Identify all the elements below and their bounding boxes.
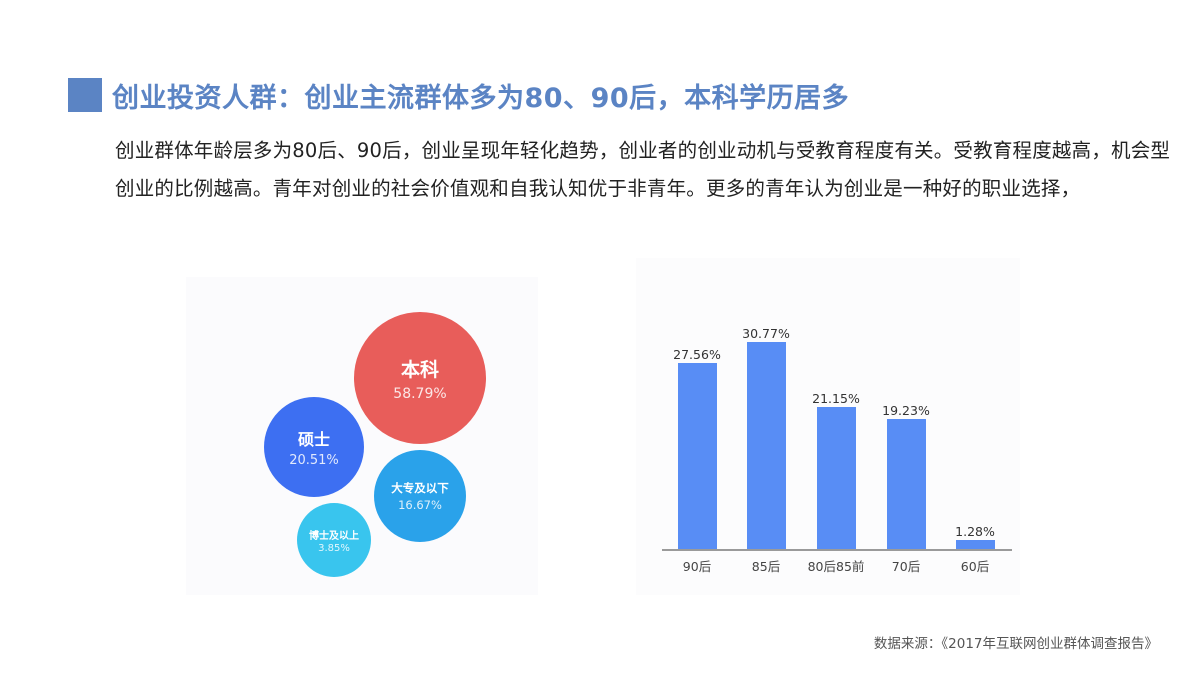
bar-value-label: 1.28% (955, 524, 995, 539)
bar (677, 363, 717, 549)
bar-value-label: 21.15% (812, 391, 860, 406)
bubble-value: 20.51% (289, 453, 339, 468)
bar-value-label: 30.77% (742, 326, 790, 341)
bar-value-label: 19.23% (882, 403, 930, 418)
bubble-label: 大专及以下 (391, 481, 449, 495)
bar (816, 407, 856, 549)
x-axis-tick-label: 85后 (751, 559, 781, 574)
bar-value-label: 27.56% (673, 347, 721, 362)
x-axis-tick-label: 80后85前 (807, 559, 865, 574)
bubble-label: 博士及以上 (309, 530, 359, 542)
title-square-icon (68, 78, 102, 112)
intro-paragraph: 创业群体年龄层多为80后、90后，创业呈现年轻化趋势，创业者的创业动机与受教育程… (115, 139, 1171, 200)
education-bubble-chart: 本科 58.79% 硕士 20.51% 大专及以下 16.67% 博士及以上 3… (186, 277, 538, 595)
x-axis-tick-label: 70后 (891, 559, 921, 574)
data-source: 数据来源：《2017年互联网创业群体调查报告》 (873, 636, 1158, 652)
bubble-label: 硕士 (297, 430, 330, 449)
x-axis-line (662, 549, 1012, 551)
page-header: 创业投资人群：创业主流群体多为80、90后，本科学历居多 (68, 78, 850, 114)
bar (886, 419, 926, 549)
bubble-phd-above: 博士及以上 3.85% (297, 503, 371, 577)
bubble-college-below: 大专及以下 16.67% (374, 450, 466, 542)
bar (955, 540, 995, 549)
bar-plot-area: 27.56% 30.77% 21.15% 19.23% 1.28% (662, 278, 1012, 551)
age-bar-chart: 27.56% 30.77% 21.15% 19.23% 1.28% 90后 85后 80后8… (636, 258, 1020, 595)
bubble-value: 58.79% (393, 385, 447, 402)
x-axis-tick-label: 90后 (682, 559, 712, 574)
x-axis-tick-label: 60后 (960, 559, 990, 574)
bubble-master: 硕士 20.51% (264, 397, 364, 497)
bubble-value: 3.85% (318, 542, 350, 554)
bar (746, 342, 786, 549)
bubble-value: 16.67% (398, 498, 442, 512)
page-title: 创业投资人群：创业主流群体多为80、90后，本科学历居多 (112, 82, 850, 114)
bubble-bachelor: 本科 58.79% (354, 312, 486, 444)
bubble-label: 本科 (400, 358, 439, 381)
